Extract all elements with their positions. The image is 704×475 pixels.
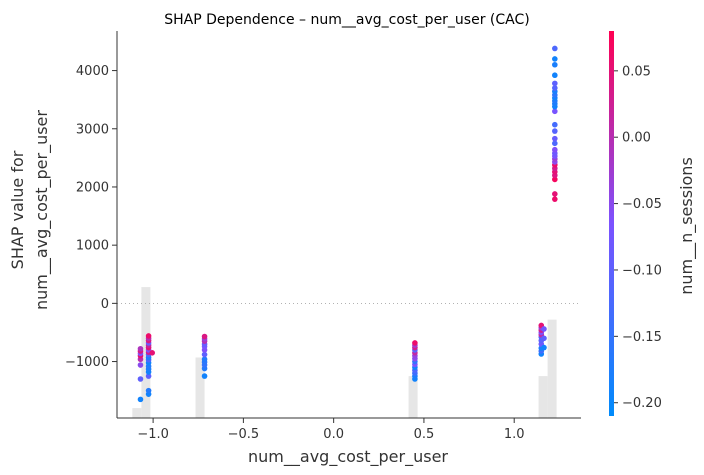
data-point: [552, 140, 558, 147]
scatter-points: [137, 45, 558, 403]
y-tick-label: 2000: [76, 180, 109, 195]
data-point: [541, 335, 547, 342]
data-point: [552, 146, 558, 153]
colorbar-label: num__n_sessions: [677, 157, 697, 295]
data-point: [552, 196, 558, 202]
data-point: [541, 344, 547, 351]
colorbar-tick-label: −0.15: [622, 330, 662, 345]
y-tick-label: 1000: [76, 239, 109, 254]
data-point: [137, 345, 144, 352]
histogram-bar: [132, 408, 142, 418]
data-point: [201, 356, 208, 363]
y-axis-title: SHAP value for num__avg_cost_per_user: [8, 110, 52, 310]
y-tick-label: −1000: [65, 355, 109, 370]
x-tick-label: 0.5: [414, 427, 435, 442]
data-point: [552, 45, 558, 52]
x-tick-label: 0.0: [323, 427, 344, 442]
y-tick-label: 3000: [76, 122, 109, 137]
x-tick-label: −0.5: [228, 427, 260, 442]
data-point: [541, 326, 547, 332]
data-point: [412, 340, 418, 346]
data-point: [552, 72, 558, 79]
y-axis-title-line1: SHAP value for: [8, 150, 27, 269]
data-point: [201, 333, 208, 340]
histogram-bar: [408, 376, 418, 418]
data-point: [552, 56, 558, 62]
colorbar-tick-label: 0.05: [622, 64, 651, 79]
colorbar-tick-label: −0.05: [622, 197, 662, 212]
x-axis-title: num__avg_cost_per_user: [248, 447, 448, 467]
data-point: [145, 333, 152, 339]
x-axis-ticks: −1.0 −0.5 0.0 0.5 1.0: [137, 418, 525, 442]
data-point: [137, 376, 144, 382]
data-point: [552, 108, 558, 115]
chart-title: SHAP Dependence – num__avg_cost_per_user…: [164, 12, 529, 28]
colorbar: [609, 31, 614, 416]
data-point: [149, 350, 156, 356]
data-point: [552, 128, 558, 134]
colorbar-ticks: 0.05 0.00 −0.05 −0.10 −0.15 −0.20: [614, 64, 662, 411]
x-tick-label: −1.0: [137, 427, 169, 442]
y-axis-title-line2: num__avg_cost_per_user: [32, 110, 52, 310]
data-point: [145, 387, 152, 394]
y-axis-ticks: −1000 0 1000 2000 3000 4000: [65, 64, 117, 370]
data-point: [201, 351, 208, 358]
histogram-layer: [132, 287, 557, 418]
data-point: [552, 80, 558, 87]
data-point: [552, 61, 558, 68]
data-point: [552, 135, 558, 142]
x-tick-label: 1.0: [504, 427, 525, 442]
data-point: [137, 396, 144, 403]
colorbar-tick-label: −0.10: [622, 263, 662, 278]
histogram-bar: [195, 357, 205, 418]
data-point: [552, 176, 558, 183]
data-point: [137, 362, 144, 368]
y-tick-label: 4000: [76, 64, 109, 79]
data-point: [552, 191, 558, 197]
data-point: [552, 121, 558, 128]
colorbar-tick-label: −0.20: [622, 396, 662, 411]
data-point: [552, 85, 558, 91]
y-tick-label: 0: [101, 297, 109, 312]
histogram-bar: [547, 319, 557, 418]
colorbar-tick-label: 0.00: [622, 131, 651, 146]
data-point: [201, 373, 208, 379]
histogram-bar: [538, 376, 548, 418]
data-point: [145, 373, 152, 379]
